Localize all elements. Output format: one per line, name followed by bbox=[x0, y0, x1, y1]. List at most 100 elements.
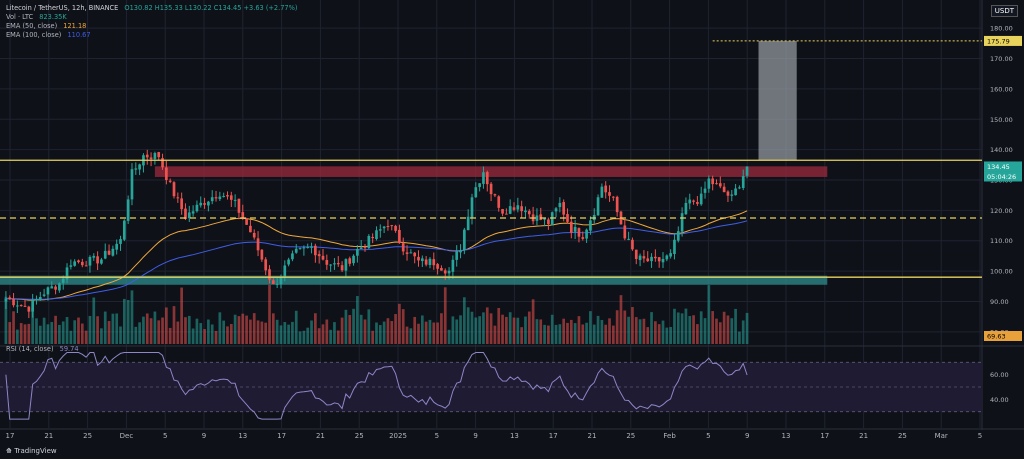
currency-badge[interactable]: USDT bbox=[990, 5, 1018, 17]
candle-body bbox=[516, 205, 520, 210]
candle-body bbox=[42, 294, 46, 296]
last-price-label-bg bbox=[984, 161, 1022, 172]
candle-body bbox=[665, 255, 669, 260]
volume-bar bbox=[176, 321, 180, 344]
candle-body bbox=[172, 182, 176, 197]
rsi-legend: RSI (14, close) 59.74 bbox=[6, 345, 79, 354]
candle-body bbox=[237, 198, 241, 213]
candle-body bbox=[550, 212, 554, 226]
candle-body bbox=[726, 191, 730, 196]
candle-body bbox=[566, 214, 569, 222]
x-tick-label: 13 bbox=[782, 432, 791, 440]
candle-body bbox=[35, 299, 38, 301]
volume-bar bbox=[493, 325, 497, 344]
candle-body bbox=[8, 297, 12, 300]
target-price-label-bg bbox=[984, 35, 1022, 46]
candle-body bbox=[722, 186, 726, 193]
volume-bar bbox=[88, 315, 92, 344]
candle-body bbox=[241, 212, 245, 219]
volume-bar bbox=[73, 320, 77, 344]
volume-bar bbox=[581, 324, 585, 344]
candle-body bbox=[302, 247, 306, 249]
candle-body bbox=[581, 237, 585, 239]
volume-bar bbox=[699, 311, 703, 344]
volume-bar bbox=[371, 330, 374, 344]
x-tick-label: 9 bbox=[745, 432, 749, 440]
volume-bar bbox=[405, 326, 409, 344]
countdown-label: 05:04:26 bbox=[987, 173, 1016, 181]
volume-bar bbox=[497, 308, 501, 344]
volume-bar bbox=[489, 313, 493, 344]
volume-bar bbox=[16, 329, 19, 344]
volume-bar bbox=[589, 311, 592, 344]
candle-body bbox=[398, 229, 401, 244]
volume-bar bbox=[310, 320, 313, 344]
candle-body bbox=[199, 202, 203, 206]
candle-body bbox=[165, 167, 168, 181]
volume-bar bbox=[615, 310, 619, 344]
candle-body bbox=[642, 256, 646, 259]
candle-body bbox=[149, 157, 153, 160]
axes: 17 21 25 Dec 5 9 13 17 21 25 2025 5 9 13 17 21 25 Feb 5 9 13… bbox=[6, 25, 1022, 440]
candles bbox=[4, 149, 749, 319]
ema100-value: 110.67 bbox=[67, 31, 91, 39]
volume-bar bbox=[279, 325, 283, 344]
volume-bar bbox=[550, 314, 554, 344]
volume-bar bbox=[100, 328, 103, 344]
volume-bar bbox=[688, 316, 692, 344]
volume-bar bbox=[35, 318, 38, 344]
candle-body bbox=[375, 230, 378, 239]
candle-body bbox=[38, 297, 42, 301]
volume-bar bbox=[314, 313, 317, 344]
volume-bar bbox=[333, 322, 336, 344]
volume-bar bbox=[676, 312, 680, 344]
candle-body bbox=[738, 187, 741, 189]
volume-bar bbox=[340, 317, 344, 344]
volume-bar bbox=[478, 316, 481, 344]
volume-bar bbox=[138, 322, 141, 344]
zone-supply bbox=[154, 166, 828, 177]
rsi-value: 59.74 bbox=[59, 345, 79, 353]
rsi-pane bbox=[0, 352, 982, 420]
volume-bar bbox=[619, 295, 623, 344]
y-tick-label: 160.00 bbox=[990, 85, 1013, 93]
candle-body bbox=[386, 225, 390, 227]
volume-bar bbox=[524, 316, 527, 344]
candle-body bbox=[718, 183, 722, 187]
volume-bar bbox=[409, 328, 413, 344]
candle-body bbox=[401, 243, 405, 252]
candle-body bbox=[524, 210, 527, 213]
volume-bar bbox=[669, 326, 672, 344]
candle-body bbox=[352, 255, 355, 264]
volume-bars bbox=[4, 284, 749, 344]
ema100-label: EMA (100, close) bbox=[6, 31, 62, 39]
candle-body bbox=[50, 286, 54, 289]
volume-bar bbox=[336, 330, 340, 344]
volume-bar bbox=[298, 331, 302, 344]
volume-bar bbox=[455, 319, 459, 344]
target-box bbox=[758, 40, 797, 161]
candle-body bbox=[176, 197, 180, 199]
volume-bar bbox=[157, 320, 161, 344]
candle-body bbox=[191, 211, 195, 214]
volume-bar bbox=[413, 316, 417, 344]
volume-bar bbox=[275, 319, 279, 344]
volume-bar bbox=[38, 325, 42, 344]
candle-body bbox=[478, 183, 481, 188]
volume-bar bbox=[115, 313, 119, 344]
volume-bar bbox=[172, 306, 176, 344]
candle-body bbox=[4, 298, 8, 302]
volume-bar bbox=[184, 317, 187, 344]
candle-body bbox=[673, 239, 676, 254]
volume-bar bbox=[77, 317, 80, 344]
volume-bar bbox=[268, 284, 271, 344]
x-tick-label: Feb bbox=[663, 432, 676, 440]
candle-body bbox=[119, 239, 122, 244]
volume-bar bbox=[65, 317, 69, 344]
candle-body bbox=[669, 253, 672, 257]
volume-bar bbox=[226, 326, 229, 344]
volume-bar bbox=[233, 314, 237, 344]
logo-text: TradingView bbox=[14, 447, 57, 455]
volume-bar bbox=[61, 321, 65, 344]
